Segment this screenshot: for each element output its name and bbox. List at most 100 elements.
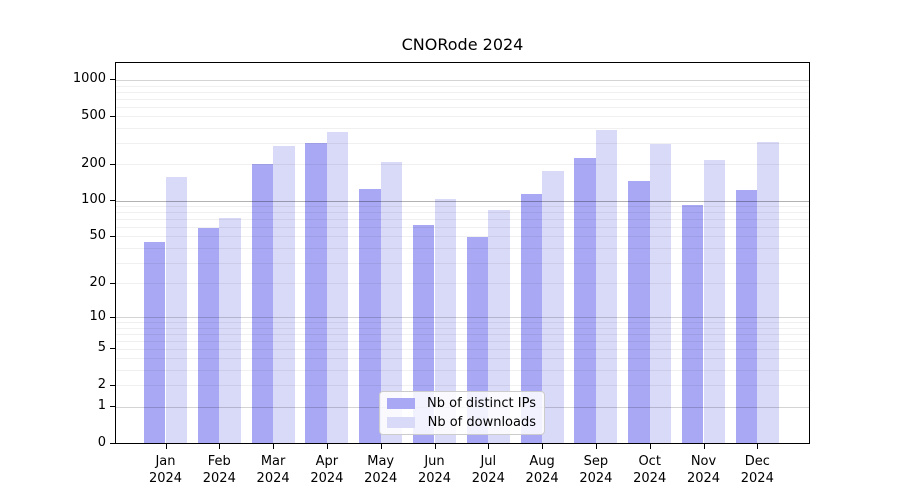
bar-distinct-ips-jun (412, 225, 435, 443)
x-tick-mark-oct (649, 444, 651, 449)
y-tick-mark-50 (110, 235, 115, 237)
bar-downloads-sep (595, 130, 618, 443)
x-tick-mark-jan (165, 444, 167, 449)
x-tick-mark-may (380, 444, 382, 449)
y-tick-mark-500 (110, 115, 115, 117)
grid-layer (116, 63, 809, 443)
gridline-600 (116, 106, 809, 108)
bar-distinct-ips-apr (305, 143, 327, 443)
y-tick-mark-20 (110, 282, 115, 284)
y-tick-mark-1000 (110, 79, 115, 81)
bar-downloads-oct (649, 144, 672, 443)
bar-downloads-may (380, 161, 403, 443)
gridline-900 (116, 85, 809, 87)
gridline-90 (116, 206, 809, 207)
x-tick-label-apr: Apr 2024 (310, 454, 344, 486)
x-tick-label-nov: Nov 2024 (686, 454, 721, 486)
bar-downloads-mar (273, 146, 295, 443)
x-tick-label-jan: Jan 2024 (148, 454, 183, 486)
gridline-2 (116, 385, 809, 387)
x-tick-mark-mar (273, 444, 275, 449)
bar-downloads-dec (757, 142, 779, 443)
bar-distinct-ips-may (359, 189, 381, 443)
gridline-10 (116, 317, 809, 318)
gridline-800 (116, 91, 809, 93)
legend-swatch-distinct-ips (387, 398, 415, 409)
y-tick-label-100: 100 (81, 192, 106, 207)
legend-swatch-downloads (387, 417, 415, 428)
legend-label-distinct-ips: Nb of distinct IPs (427, 396, 536, 411)
legend-label-downloads: Nb of downloads (427, 415, 536, 430)
y-tick-mark-0 (110, 442, 115, 444)
bar-downloads-jun (434, 199, 457, 443)
gridline-500 (116, 116, 809, 118)
bar-distinct-ips-dec (735, 189, 758, 443)
x-tick-mark-apr (326, 444, 328, 449)
legend-item-downloads: Nb of downloads (387, 415, 536, 430)
x-tick-mark-aug (542, 444, 544, 449)
bar-distinct-ips-feb (197, 227, 220, 443)
gridline-1000 (116, 79, 809, 81)
gridline-6 (116, 340, 809, 342)
y-tick-label-200: 200 (81, 155, 106, 171)
y-tick-label-1: 1 (97, 398, 106, 414)
gridline-200 (116, 164, 809, 166)
plot-area (115, 62, 810, 444)
gridline-100 (116, 200, 809, 202)
x-tick-mark-feb (219, 444, 221, 449)
bar-downloads-jul (488, 209, 510, 443)
bar-distinct-ips-sep (574, 157, 596, 443)
x-tick-label-dec: Dec 2024 (740, 454, 774, 486)
bar-distinct-ips-aug (520, 194, 543, 443)
gridline-300 (116, 143, 809, 145)
chart-title: CNORode 2024 (401, 35, 524, 54)
y-tick-label-5: 5 (97, 340, 106, 356)
x-tick-label-feb: Feb 2024 (202, 454, 236, 486)
x-tick-label-aug: Aug 2024 (525, 454, 559, 486)
gridline-80 (116, 212, 809, 214)
gridline-3 (116, 370, 809, 372)
bars-layer (116, 63, 809, 443)
x-tick-label-mar: Mar 2024 (256, 454, 290, 486)
gridline-50 (116, 236, 809, 238)
bar-downloads-jan (165, 177, 188, 443)
x-tick-label-jul: Jul 2024 (471, 454, 505, 486)
gridline-30 (116, 262, 809, 264)
y-tick-mark-10 (110, 316, 115, 318)
legend-item-distinct-ips: Nb of distinct IPs (387, 396, 536, 411)
gridline-60 (116, 227, 809, 228)
bar-downloads-nov (703, 160, 726, 443)
gridline-7 (116, 333, 809, 335)
y-tick-label-50: 50 (89, 227, 106, 243)
x-tick-label-sep: Sep 2024 (579, 454, 613, 486)
y-tick-label-0: 0 (97, 434, 106, 450)
y-tick-label-1000: 1000 (72, 71, 106, 87)
gridline-8 (116, 327, 809, 329)
y-tick-mark-2 (110, 384, 115, 386)
y-tick-mark-100 (110, 200, 115, 201)
bar-downloads-aug (542, 171, 564, 443)
bar-downloads-apr (326, 132, 349, 443)
x-tick-mark-nov (703, 444, 705, 449)
x-tick-mark-dec (757, 444, 759, 449)
x-tick-label-jun: Jun 2024 (417, 454, 452, 486)
bar-distinct-ips-nov (681, 204, 704, 443)
gridline-4 (116, 358, 809, 360)
y-tick-mark-5 (110, 348, 115, 350)
gridline-40 (116, 247, 809, 249)
x-tick-label-oct: Oct 2024 (633, 454, 667, 486)
y-tick-label-20: 20 (89, 274, 106, 290)
y-tick-mark-1 (110, 406, 115, 408)
x-tick-mark-jul (488, 444, 490, 449)
gridline-9 (116, 322, 809, 323)
y-tick-mark-200 (110, 163, 115, 165)
gridline-5 (116, 348, 809, 350)
bar-downloads-feb (219, 217, 241, 443)
y-tick-label-500: 500 (81, 107, 106, 123)
bar-distinct-ips-mar (251, 163, 274, 443)
gridline-70 (116, 219, 809, 220)
legend: Nb of distinct IPs Nb of downloads (379, 391, 545, 435)
bar-distinct-ips-oct (628, 180, 650, 443)
gridline-400 (116, 128, 809, 129)
